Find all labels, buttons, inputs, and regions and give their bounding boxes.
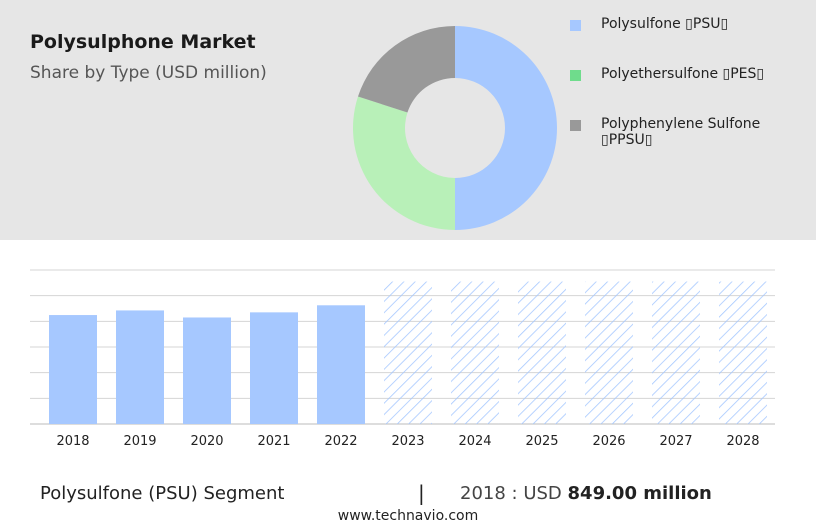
x-tick-label-2022: 2022 [324,434,357,449]
footer-url: www.technavio.com [337,508,479,524]
bar-2020 [183,317,231,424]
x-tick-label-2020: 2020 [190,434,223,449]
forecast-bar-2023 [384,281,432,424]
legend-item-pes: Polyethersulfone ▯PES▯ [570,66,771,82]
forecast-bar-2028 [719,281,767,424]
x-tick-label-2025: 2025 [525,434,558,449]
donut-chart [353,25,557,230]
legend-swatch-psu [570,20,581,31]
footer-year-label: 2018 : USD [460,483,562,504]
x-tick-label-2019: 2019 [123,434,156,449]
forecast-bar-2026 [585,281,633,424]
footer-segment: Polysulfone (PSU) Segment [40,483,285,504]
legend-swatch-pes [570,70,581,81]
chart-title: Polysulphone Market [30,31,256,53]
legend-item-psu: Polysulfone ▯PSU▯ [570,16,771,32]
footer-separator: | [418,481,425,505]
x-tick-label-2028: 2028 [726,434,759,449]
x-tick-label-2021: 2021 [257,434,290,449]
donut-slice-pes [353,96,455,230]
footer-value-amount: 849.00 million [567,483,712,504]
forecast-bar-2025 [518,281,566,424]
chart-subtitle: Share by Type (USD million) [30,63,267,83]
bar-chart: 2018 2019 2020 2021 2022 2023 2024 2025 2026 2027… [30,269,775,449]
legend-label-psu: Polysulfone ▯PSU▯ [601,16,729,32]
bar-2019 [116,310,164,424]
x-tick-label-2027: 2027 [659,434,692,449]
legend-swatch-ppsu [570,120,581,131]
donut-slice-psu [455,26,557,230]
forecast-bar-2027 [652,281,700,424]
donut-slice-ppsu [357,25,455,113]
x-tick-label-2018: 2018 [56,434,89,449]
bar-2022 [317,305,365,424]
x-tick-label-2024: 2024 [458,434,491,449]
x-tick-label-2026: 2026 [592,434,625,449]
forecast-bar-2024 [451,281,499,424]
legend-item-ppsu: Polyphenylene Sulfone ▯PPSU▯ [570,116,771,148]
footer-value: 2018 : USD 849.00 million [460,483,712,504]
bar-2018 [49,315,97,424]
bar-2021 [250,312,298,424]
legend-label-pes: Polyethersulfone ▯PES▯ [601,66,765,82]
x-tick-label-2023: 2023 [391,434,424,449]
legend-label-ppsu: Polyphenylene Sulfone ▯PPSU▯ [601,116,761,148]
